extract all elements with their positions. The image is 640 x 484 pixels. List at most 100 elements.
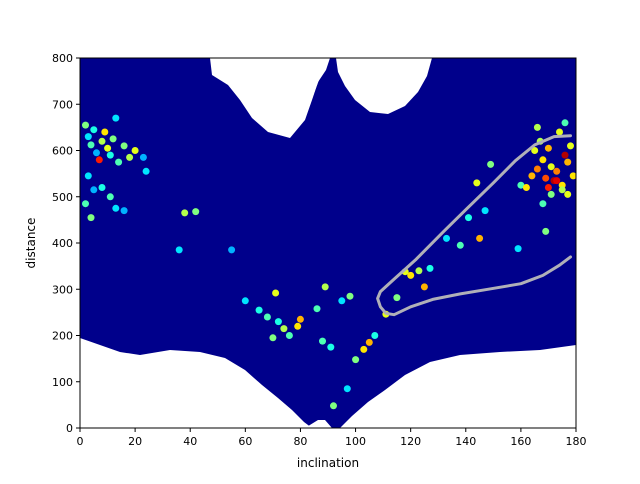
scatter-point-0 bbox=[82, 121, 89, 129]
x-tick-label: 40 bbox=[183, 435, 197, 448]
scatter-point-8 bbox=[104, 144, 112, 152]
scatter-point-1 bbox=[84, 133, 92, 141]
scatter-point-20 bbox=[98, 184, 106, 191]
scatter-point-55 bbox=[407, 271, 415, 279]
scatter-point-9 bbox=[106, 151, 114, 159]
scatter-point-91 bbox=[553, 177, 561, 185]
scatter-point-63 bbox=[481, 207, 489, 215]
scatter-point-71 bbox=[533, 165, 541, 173]
scatter-point-56 bbox=[415, 267, 423, 275]
scatter-point-40 bbox=[313, 305, 321, 313]
y-tick-label: 100 bbox=[52, 376, 73, 389]
y-tick-label: 600 bbox=[52, 145, 73, 158]
contour-layer bbox=[376, 134, 572, 317]
scatter-point-5 bbox=[95, 156, 103, 164]
empty-region-top-right bbox=[336, 58, 432, 114]
scatter-point-92 bbox=[544, 184, 552, 191]
scatter-point-83 bbox=[567, 142, 574, 150]
scatter-point-68 bbox=[522, 184, 530, 191]
scatter-point-43 bbox=[346, 292, 354, 300]
scatter-point-14 bbox=[126, 153, 134, 161]
x-tick-label: 0 bbox=[77, 435, 84, 448]
scatter-point-33 bbox=[272, 289, 280, 297]
scatter-point-81 bbox=[561, 151, 569, 159]
density-cloud-body bbox=[80, 58, 576, 428]
scatter-point-42 bbox=[338, 297, 346, 305]
scatter-point-66 bbox=[514, 245, 522, 253]
x-tick-label: 60 bbox=[238, 435, 252, 448]
x-axis-ticks: 0 20 40 60 80 100 120 140 160 180 bbox=[77, 428, 587, 448]
scatter-point-67 bbox=[517, 181, 525, 189]
contour-line bbox=[376, 134, 572, 317]
scatter-point-59 bbox=[443, 234, 450, 242]
scatter-point-35 bbox=[280, 325, 288, 333]
y-tick-label: 400 bbox=[52, 237, 73, 250]
scatter-point-34 bbox=[274, 318, 282, 326]
empty-region-bottom-right bbox=[340, 345, 576, 428]
scatter-point-47 bbox=[365, 338, 373, 346]
y-tick-label: 300 bbox=[52, 283, 73, 296]
scatter-point-7 bbox=[101, 128, 109, 136]
scatter-point-74 bbox=[542, 174, 550, 182]
scatter-point-90 bbox=[561, 119, 569, 127]
scatter-point-86 bbox=[558, 186, 566, 194]
scatter-point-10 bbox=[109, 135, 117, 143]
scatter-point-16 bbox=[84, 172, 92, 180]
scatter-point-87 bbox=[539, 200, 547, 208]
scatter-point-15 bbox=[131, 147, 139, 154]
scatter-point-58 bbox=[426, 264, 434, 272]
scatter-point-46 bbox=[360, 345, 368, 353]
scatter-point-11 bbox=[112, 114, 120, 122]
scatter-point-49 bbox=[371, 332, 379, 339]
x-tick-label: 160 bbox=[510, 435, 531, 448]
x-tick-label: 120 bbox=[400, 435, 421, 448]
scatter-point-19 bbox=[87, 214, 95, 222]
y-tick-label: 800 bbox=[52, 52, 73, 65]
scatter-point-18 bbox=[82, 200, 89, 208]
scatter-point-60 bbox=[456, 241, 464, 249]
scatter-point-32 bbox=[263, 313, 271, 321]
scatter-point-85 bbox=[547, 190, 555, 198]
scatter-point-62 bbox=[476, 234, 484, 242]
x-tick-label: 140 bbox=[455, 435, 476, 448]
scatter-point-25 bbox=[142, 167, 150, 175]
scatter-point-44 bbox=[319, 337, 326, 345]
empty-region-top-middle bbox=[212, 58, 326, 130]
density-cloud bbox=[80, 58, 576, 428]
scatter-point-38 bbox=[296, 315, 304, 323]
y-tick-label: 0 bbox=[66, 422, 73, 435]
scatter-point-61 bbox=[465, 214, 472, 222]
empty-region-lower-middle bbox=[305, 420, 332, 428]
y-tick-label: 700 bbox=[52, 98, 73, 111]
x-tick-label: 100 bbox=[345, 435, 366, 448]
scatter-point-93 bbox=[564, 190, 572, 198]
scatter-point-17 bbox=[90, 186, 98, 194]
scatter-point-36 bbox=[285, 332, 293, 339]
scatter-point-23 bbox=[120, 207, 128, 215]
x-axis-label: inclination bbox=[297, 456, 359, 470]
scatter-point-26 bbox=[181, 209, 189, 217]
scatter-point-39 bbox=[269, 334, 277, 342]
scatter-point-79 bbox=[556, 128, 563, 136]
scatter-point-73 bbox=[539, 156, 547, 164]
scatter-point-65 bbox=[473, 179, 481, 187]
scatter-point-48 bbox=[352, 356, 360, 364]
x-tick-label: 80 bbox=[293, 435, 307, 448]
scatter-point-13 bbox=[120, 142, 128, 150]
y-axis-ticks: 0 100 200 300 400 500 600 700 800 bbox=[52, 52, 80, 435]
scatter-point-88 bbox=[542, 227, 550, 235]
scatter-point-41 bbox=[321, 283, 329, 291]
scatter-point-31 bbox=[255, 306, 263, 314]
scatter-point-51 bbox=[330, 402, 337, 410]
highlight-points bbox=[82, 114, 576, 410]
empty-region-bottom-left bbox=[80, 338, 312, 428]
scatter-point-30 bbox=[241, 297, 249, 305]
scatter-point-28 bbox=[175, 246, 183, 254]
scatter-point-78 bbox=[553, 167, 561, 175]
x-tick-label: 180 bbox=[566, 435, 587, 448]
scatter-point-89 bbox=[533, 123, 541, 131]
scatter-point-45 bbox=[327, 343, 335, 351]
scatter-point-84 bbox=[569, 172, 576, 180]
scatter-point-57 bbox=[420, 283, 428, 291]
scatter-point-22 bbox=[112, 204, 120, 212]
